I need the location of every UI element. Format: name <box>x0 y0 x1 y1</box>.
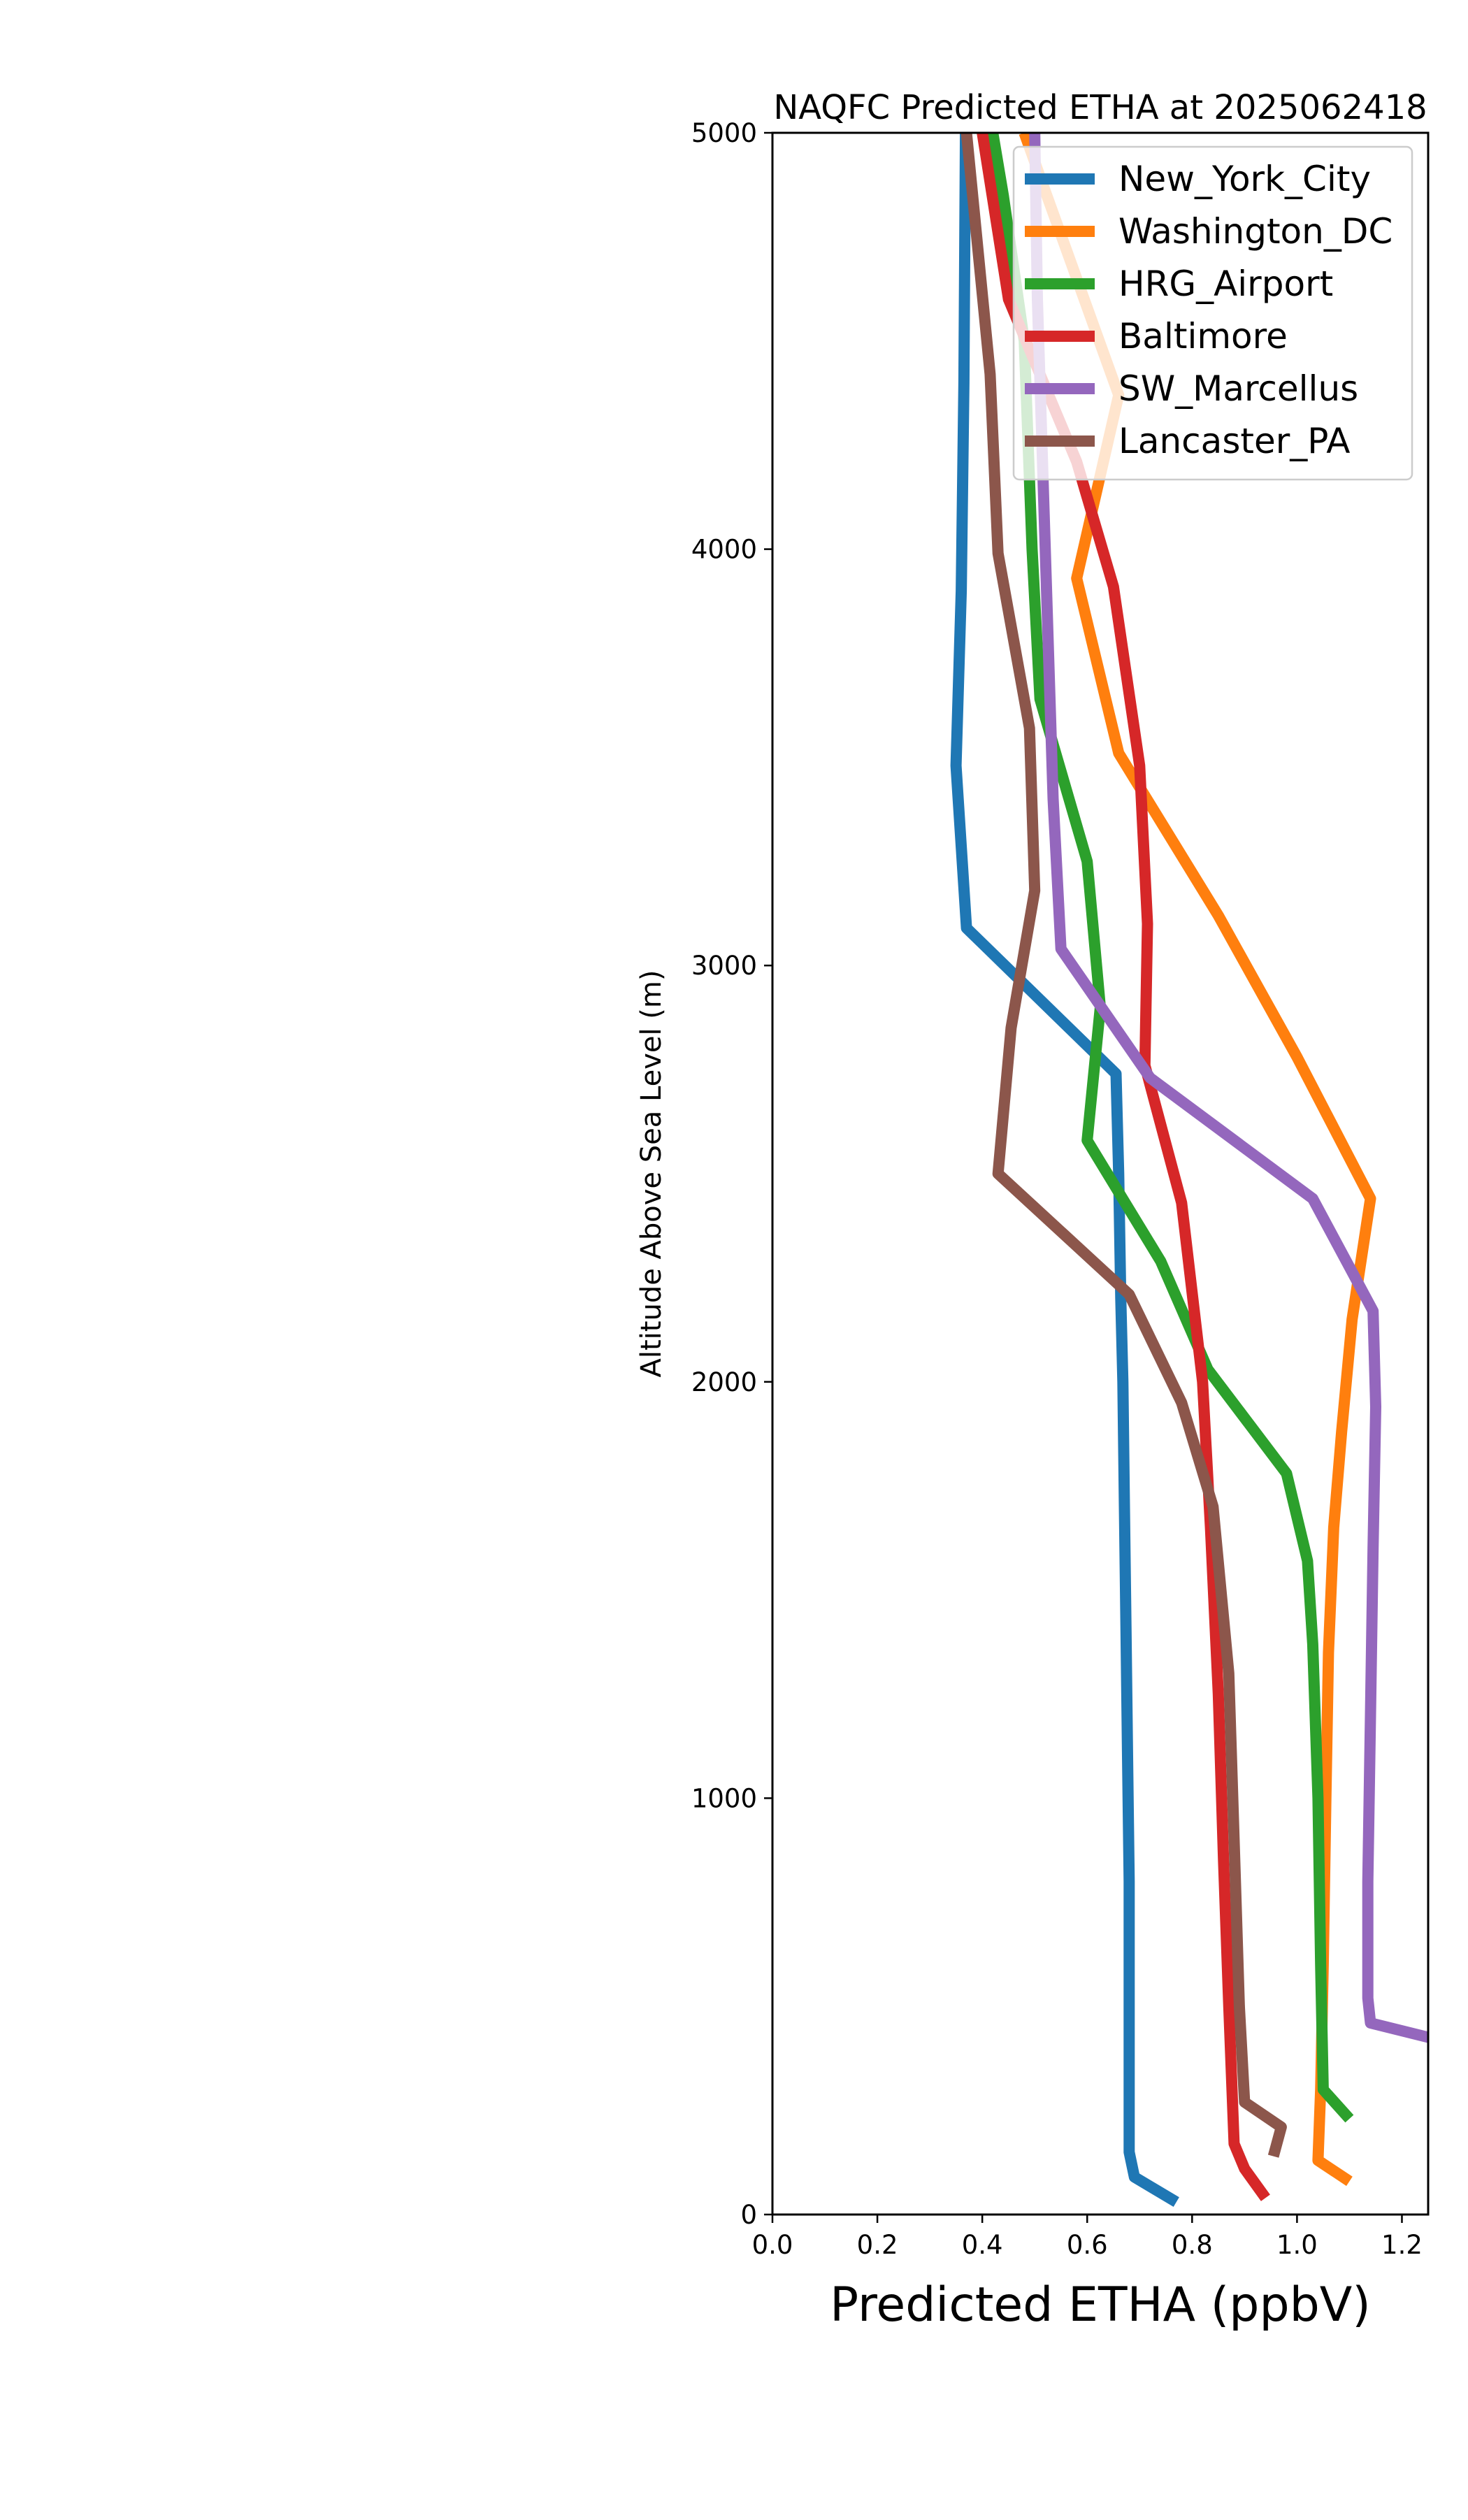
legend: New_York_City Washington_DC HRG_Airport Bal… <box>1012 145 1413 481</box>
series-line-new-york-city <box>950 133 1179 2207</box>
y-tick-label: 5000 <box>691 118 757 148</box>
y-tick-label: 4000 <box>691 535 757 565</box>
y-tick-label: 0 <box>740 2200 757 2230</box>
x-tick-label: 1.0 <box>1276 2230 1318 2260</box>
y-axis-label: Altitude Above Sea Level (m) <box>635 970 668 1378</box>
x-tick-label: 1.2 <box>1381 2230 1423 2260</box>
legend-label: SW_Marcellus <box>1118 368 1358 409</box>
y-tick-label: 3000 <box>691 951 757 981</box>
x-tick-label: 0.8 <box>1172 2230 1213 2260</box>
legend-label: Baltimore <box>1118 316 1288 357</box>
legend-label: HRG_Airport <box>1118 264 1333 304</box>
series-line-baltimore <box>977 133 1270 2201</box>
legend-label: Lancaster_PA <box>1118 421 1350 461</box>
axis-ticks: 0.0 0.2 0.4 0.6 0.8 1.0 1.2 0 1000 2000 3000 4000 50… <box>691 118 1423 2260</box>
plot-frame <box>771 131 1430 2216</box>
legend-label: Washington_DC <box>1118 211 1393 252</box>
chart-title: NAQFC Predicted ETHA at 2025062418 <box>773 88 1427 127</box>
series-line-lancaster-pa <box>960 133 1287 2158</box>
x-tick-label: 0.4 <box>962 2230 1003 2260</box>
series-layer <box>950 133 1428 2207</box>
y-tick-label: 2000 <box>691 1367 757 1397</box>
x-tick-label: 0.2 <box>857 2230 898 2260</box>
legend-box <box>1012 145 1413 481</box>
x-axis-label: Predicted ETHA (ppbV) <box>830 2277 1371 2333</box>
series-line-sw-marcellus <box>1029 133 1428 2043</box>
x-tick-label: 0.6 <box>1067 2230 1108 2260</box>
legend-label: New_York_City <box>1118 159 1371 199</box>
y-tick-label: 1000 <box>691 1783 757 1813</box>
x-tick-label: 0.0 <box>752 2230 793 2260</box>
